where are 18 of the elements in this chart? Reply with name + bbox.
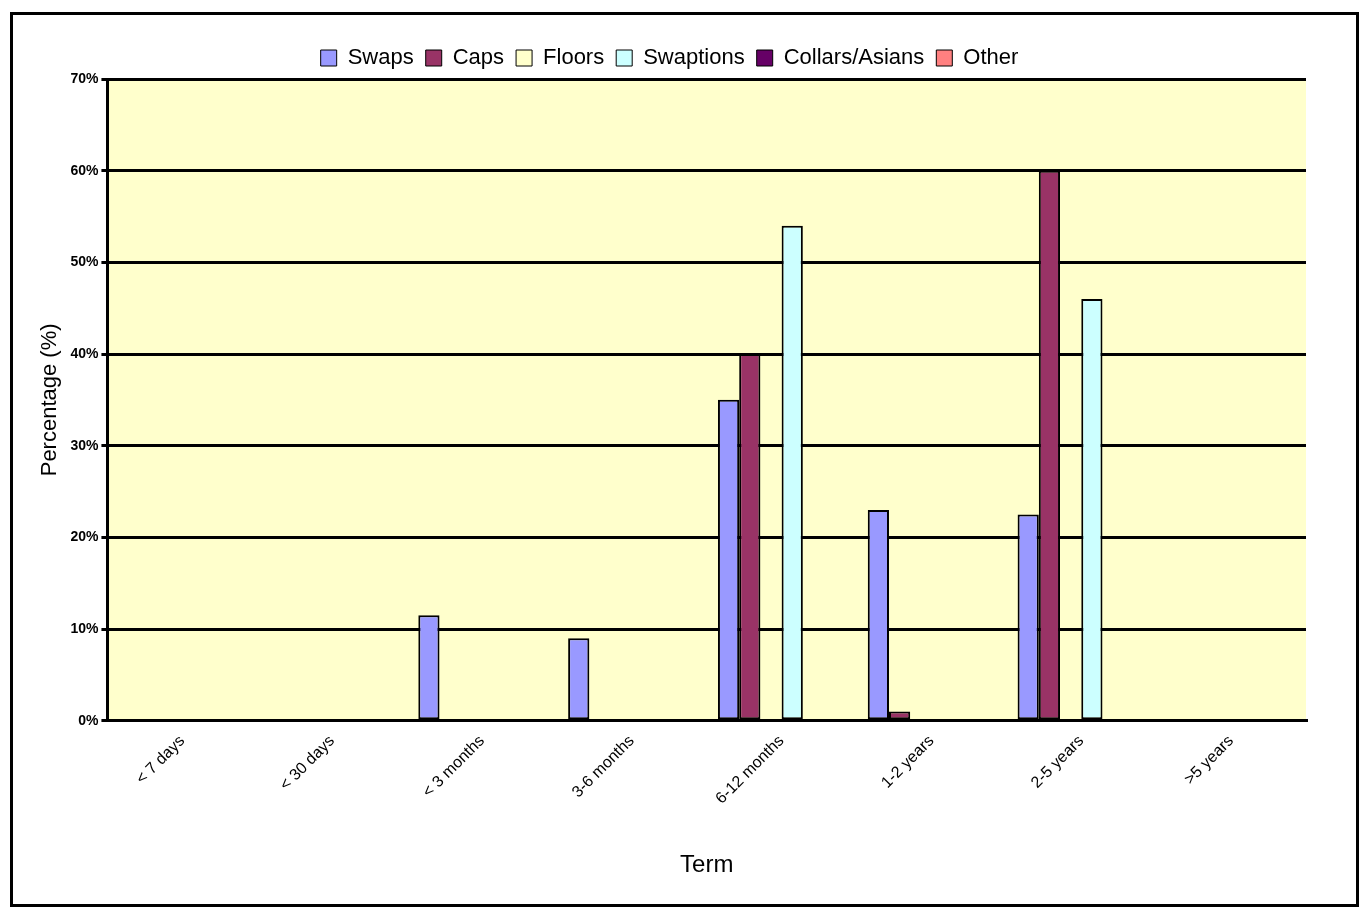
y-tick-label: 40% (70, 344, 99, 361)
y-tick-label: 70% (70, 69, 99, 86)
y-tick-label: 10% (70, 619, 99, 636)
legend-label: Collars/Asians (783, 44, 925, 70)
legend-label: Swaptions (643, 44, 745, 70)
x-tick-label: < 7 days (132, 731, 188, 787)
legend-label: Caps (452, 44, 505, 70)
legend-label: Swaps (347, 44, 414, 70)
x-tick-label: < 30 days (275, 731, 338, 794)
y-tick-label: 0% (78, 711, 99, 728)
legend-label: Other (963, 44, 1019, 70)
y-axis-title: Percentage (%) (36, 323, 62, 477)
legend-label: Floors (543, 44, 605, 70)
y-tick-label: 30% (70, 436, 99, 453)
y-tick-label: 50% (70, 253, 99, 270)
y-tick-label: 20% (70, 528, 99, 545)
x-axis-title: Term (680, 850, 734, 878)
y-tick-label: 60% (70, 161, 99, 178)
